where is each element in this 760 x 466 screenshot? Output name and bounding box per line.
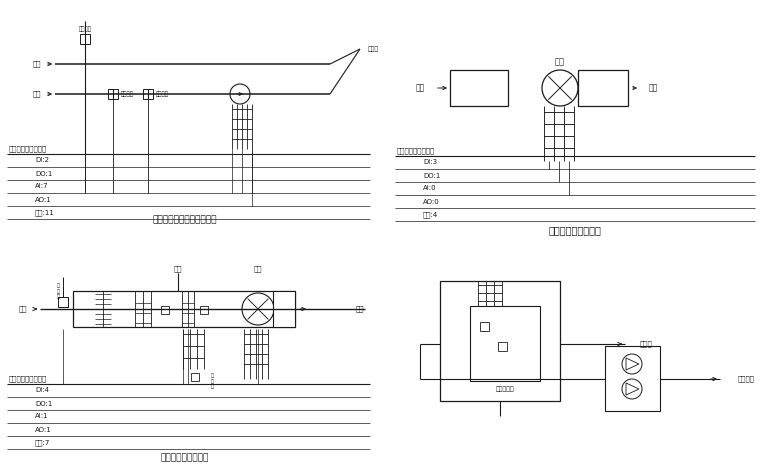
Bar bbox=[605, 346, 660, 411]
Text: 合计:4: 合计:4 bbox=[423, 211, 439, 218]
Bar bbox=[470, 306, 540, 381]
Bar bbox=[450, 70, 508, 106]
Bar bbox=[143, 89, 153, 99]
Text: AO:1: AO:1 bbox=[35, 426, 52, 432]
Text: 高阻抗: 高阻抗 bbox=[368, 46, 379, 52]
Text: 回水: 回水 bbox=[33, 61, 41, 67]
Bar bbox=[73, 291, 295, 327]
Text: 出风: 出风 bbox=[648, 83, 657, 92]
Bar bbox=[498, 342, 507, 351]
Text: DI:4: DI:4 bbox=[35, 388, 49, 393]
Text: 生活用水箱: 生活用水箱 bbox=[496, 386, 515, 392]
Text: AI:7: AI:7 bbox=[35, 184, 49, 190]
Text: AO:1: AO:1 bbox=[35, 197, 52, 203]
Bar bbox=[480, 322, 489, 331]
Bar bbox=[58, 297, 68, 307]
Text: 城市供水: 城市供水 bbox=[738, 376, 755, 382]
Bar bbox=[273, 291, 295, 327]
Text: DI:3: DI:3 bbox=[423, 159, 437, 165]
Text: 送排风机监控系统图: 送排风机监控系统图 bbox=[549, 225, 601, 235]
Text: DO:1: DO:1 bbox=[423, 172, 440, 178]
Text: 温
湿
度: 温 湿 度 bbox=[211, 373, 214, 389]
Text: DI:2: DI:2 bbox=[35, 158, 49, 164]
Text: AO:0: AO:0 bbox=[423, 199, 440, 205]
Text: 温
湿
度: 温 湿 度 bbox=[56, 283, 59, 299]
Text: AI:0: AI:0 bbox=[423, 185, 437, 192]
Text: AI:1: AI:1 bbox=[35, 413, 49, 419]
Text: 冷水温度: 冷水温度 bbox=[78, 26, 91, 32]
Text: 进风: 进风 bbox=[416, 83, 425, 92]
Text: 建筑楼入口冷水监控系统图: 建筑楼入口冷水监控系统图 bbox=[153, 215, 217, 225]
Text: 输入输出控制点类型: 输入输出控制点类型 bbox=[397, 148, 435, 154]
Bar bbox=[161, 306, 169, 314]
Text: 合计:7: 合计:7 bbox=[35, 439, 50, 446]
Text: DO:1: DO:1 bbox=[35, 400, 52, 406]
Text: 输入输出控制点类型: 输入输出控制点类型 bbox=[9, 376, 47, 382]
Bar bbox=[578, 70, 628, 106]
Text: DO:1: DO:1 bbox=[35, 171, 52, 177]
Text: 送风: 送风 bbox=[356, 306, 364, 312]
Bar bbox=[191, 373, 199, 381]
Bar bbox=[80, 34, 90, 44]
Bar bbox=[108, 89, 118, 99]
Text: 输入输出控制点类型: 输入输出控制点类型 bbox=[9, 146, 47, 152]
Bar bbox=[440, 281, 560, 401]
Text: 冷水流量: 冷水流量 bbox=[156, 91, 169, 97]
Text: 供水: 供水 bbox=[33, 91, 41, 97]
Bar bbox=[200, 306, 208, 314]
Text: 合计:11: 合计:11 bbox=[35, 209, 55, 216]
Text: 风机: 风机 bbox=[254, 266, 262, 272]
Text: 新风: 新风 bbox=[174, 266, 182, 272]
Text: 某用户: 某用户 bbox=[640, 341, 653, 347]
Text: 风机: 风机 bbox=[555, 57, 565, 67]
Text: 冷水温度: 冷水温度 bbox=[121, 91, 134, 97]
Text: 空调机组控制系统图: 空调机组控制系统图 bbox=[161, 453, 209, 462]
Text: 回风: 回风 bbox=[19, 306, 27, 312]
